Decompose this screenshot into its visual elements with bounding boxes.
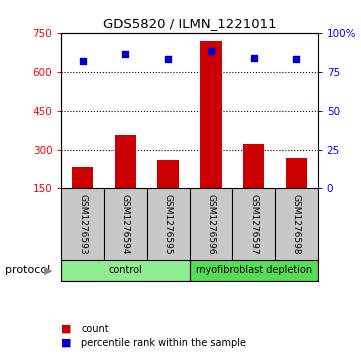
Text: percentile rank within the sample: percentile rank within the sample [81, 338, 246, 348]
Text: GSM1276598: GSM1276598 [292, 194, 301, 254]
Text: GSM1276594: GSM1276594 [121, 194, 130, 254]
Bar [115, 135, 136, 188]
Text: GSM1276597: GSM1276597 [249, 194, 258, 254]
Title: GDS5820 / ILMN_1221011: GDS5820 / ILMN_1221011 [103, 17, 276, 30]
Bar [157, 160, 179, 188]
Bar [61, 260, 190, 281]
Text: protocol: protocol [5, 265, 51, 276]
Text: count: count [81, 323, 109, 334]
Bar [72, 167, 93, 188]
Text: GSM1276593: GSM1276593 [78, 194, 87, 254]
Point [123, 52, 129, 57]
Point [251, 55, 256, 61]
Point [208, 49, 214, 54]
Text: ■: ■ [61, 323, 72, 334]
Text: ▶: ▶ [44, 265, 52, 276]
Bar [200, 41, 222, 188]
Bar [243, 144, 264, 188]
Text: control: control [109, 265, 142, 276]
Bar [190, 260, 318, 281]
Text: GSM1276595: GSM1276595 [164, 194, 173, 254]
Point [165, 56, 171, 62]
Point [293, 56, 299, 62]
Point [80, 58, 86, 64]
Text: myofibroblast depletion: myofibroblast depletion [196, 265, 312, 276]
Bar [286, 158, 307, 188]
Text: GSM1276596: GSM1276596 [206, 194, 216, 254]
Text: ■: ■ [61, 338, 72, 348]
